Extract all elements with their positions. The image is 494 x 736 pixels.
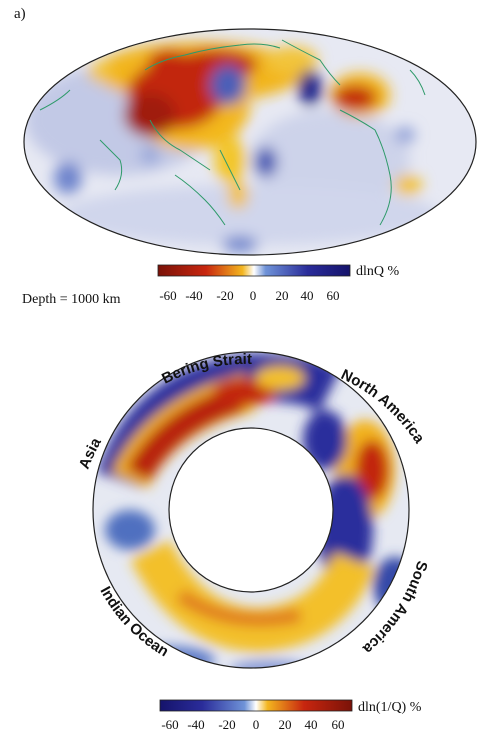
surface-outline (92, 351, 410, 669)
colorbar-tick: 40 (300, 288, 314, 303)
colorbar-tick: 60 (326, 288, 340, 303)
colorbar-tick: 0 (252, 717, 260, 732)
depth-label: Depth = 1000 km (22, 292, 121, 307)
core (168, 427, 334, 593)
colorbar-tick: -20 (218, 717, 236, 732)
colorbar-dln1q (159, 699, 353, 712)
anomaly-field (25, 39, 440, 252)
colorbar-tick: -60 (159, 288, 177, 303)
cross-section: Bering Strait North America Asia South A… (76, 351, 431, 712)
colorbar-unit-label: dln(1/Q) % (358, 700, 422, 715)
colorbar-tick: 0 (249, 288, 257, 303)
colorbar-ticks: -60 -40 -20 0 20 40 60 (150, 717, 360, 735)
colorbar-tick: 20 (278, 717, 292, 732)
colorbar-tick: -40 (187, 717, 205, 732)
colorbar-tick: -40 (185, 288, 203, 303)
colorbar-ticks: -60 -40 -20 0 20 40 60 (150, 288, 350, 306)
colorbar-unit-label: dlnQ % (356, 264, 400, 279)
colorbar-tick: -60 (161, 717, 179, 732)
colorbar-tick: 60 (331, 717, 345, 732)
colorbar-dlnq (157, 264, 351, 277)
colorbar-tick: 20 (275, 288, 289, 303)
tomography-map (23, 28, 477, 277)
map-outline (23, 28, 477, 256)
colorbar-tick: -20 (216, 288, 234, 303)
coastlines (39, 39, 426, 226)
colorbar-tick: 40 (304, 717, 318, 732)
panel-label: a) (14, 6, 26, 22)
